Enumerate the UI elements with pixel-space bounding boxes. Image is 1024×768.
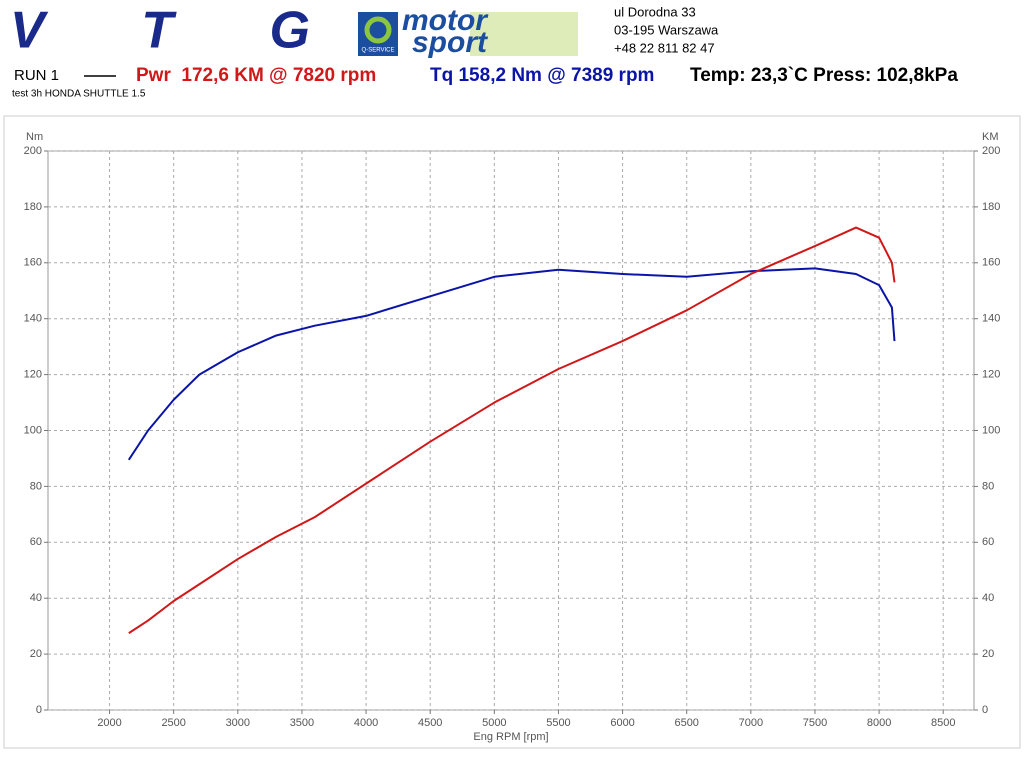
- y2-tick-label: 40: [982, 592, 994, 604]
- x-tick-label: 6000: [610, 717, 634, 729]
- logo-q: [364, 16, 392, 44]
- x-tick-label: 7500: [803, 717, 827, 729]
- x-tick-label: 3500: [290, 717, 314, 729]
- test-label: test 3h HONDA SHUTTLE 1.5: [12, 89, 146, 100]
- y-tick-label: 60: [30, 536, 42, 548]
- x-tick-label: 6500: [674, 717, 698, 729]
- y2-tick-label: 100: [982, 424, 1000, 436]
- power-peak: Pwr 172,6 KM @ 7820 rpm: [136, 65, 376, 86]
- x-tick-label: 4000: [354, 717, 378, 729]
- y-tick-label: 200: [24, 145, 42, 157]
- torque-peak: Tq 158,2 Nm @ 7389 rpm: [430, 65, 654, 86]
- y-tick-label: 100: [24, 424, 42, 436]
- y-axis-label: Nm: [26, 131, 43, 143]
- x-tick-label: 7000: [739, 717, 763, 729]
- run-label: RUN 1: [14, 67, 59, 84]
- y2-axis-label: KM: [982, 131, 999, 143]
- y2-tick-label: 20: [982, 648, 994, 660]
- x-tick-label: 2500: [161, 717, 185, 729]
- x-axis-label: Eng RPM [rpm]: [473, 731, 548, 743]
- x-tick-label: 2000: [97, 717, 121, 729]
- logo-stripes: [470, 12, 578, 56]
- x-tick-label: 8000: [867, 717, 891, 729]
- y2-tick-label: 80: [982, 480, 994, 492]
- y2-tick-label: 140: [982, 313, 1000, 325]
- y2-tick-label: 0: [982, 704, 988, 716]
- y-tick-label: 20: [30, 648, 42, 660]
- address-line: ul Dorodna 33: [614, 4, 696, 19]
- y2-tick-label: 120: [982, 369, 1000, 381]
- address-line: 03-195 Warszawa: [614, 22, 719, 37]
- address-line: +48 22 811 82 47: [614, 40, 715, 55]
- y-tick-label: 140: [24, 313, 42, 325]
- x-tick-label: 3000: [226, 717, 250, 729]
- logo-sport: sport: [412, 26, 489, 59]
- y-tick-label: 40: [30, 592, 42, 604]
- logo-service: Q-SERVICE: [362, 48, 395, 54]
- y2-tick-label: 200: [982, 145, 1000, 157]
- y-tick-label: 160: [24, 257, 42, 269]
- logo-motor: motor: [402, 4, 489, 37]
- series-line: [127, 267, 896, 461]
- y-tick-label: 180: [24, 201, 42, 213]
- x-tick-label: 5500: [546, 717, 570, 729]
- series-line: [128, 226, 896, 634]
- x-tick-label: 4500: [418, 717, 442, 729]
- conditions: Temp: 23,3`C Press: 102,8kPa: [690, 65, 958, 86]
- y2-tick-label: 160: [982, 257, 1000, 269]
- y-tick-label: 80: [30, 480, 42, 492]
- y2-tick-label: 60: [982, 536, 994, 548]
- logo-vtg: V T G: [10, 2, 310, 60]
- x-tick-label: 8500: [931, 717, 955, 729]
- x-tick-label: 5000: [482, 717, 506, 729]
- y-tick-label: 120: [24, 369, 42, 381]
- chart-panel: [3, 115, 1021, 749]
- y2-tick-label: 180: [982, 201, 1000, 213]
- y-tick-label: 0: [36, 704, 42, 716]
